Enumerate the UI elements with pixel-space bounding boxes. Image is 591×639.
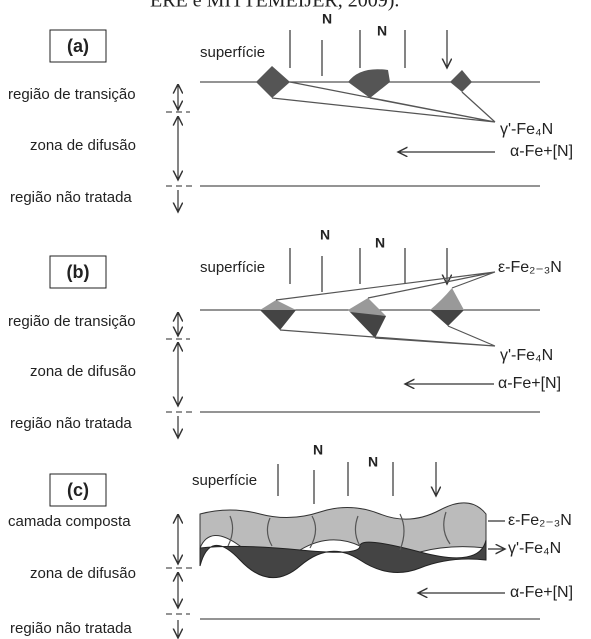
panel-b: (b) superfície N N ε-Fe₂₋₃N γ'-Fe₄N α-Fe… [8,227,562,438]
region-label: região não tratada [10,415,132,432]
boundary [166,111,196,187]
gamma-grains [260,310,464,338]
epsilon-grains [260,288,464,338]
region-label: zona de difusão [30,363,136,380]
arrow [488,520,505,549]
phase-label: α-Fe+[N] [510,143,573,160]
citation: ERE e MITTEMEIJER, 2009). [150,0,399,12]
phase-label: γ'-Fe₄N [508,540,561,557]
region-label: zona de difusão [30,565,136,582]
phase-label: γ'-Fe₄N [500,121,553,138]
region-label: região de transição [8,313,136,330]
nitrogen-arrows [289,248,447,292]
label-box [49,473,107,507]
phase-label: α-Fe+[N] [498,375,561,392]
phase-label: ε-Fe₂₋₃N [498,259,562,276]
panel-label: (c) [67,480,89,500]
surface-label: superfície [192,472,257,489]
nitride-grains [256,66,472,98]
grain-boundaries [227,511,451,551]
region-label: camada composta [8,513,131,530]
nitrogen-arrows [277,462,436,504]
region-label: zona de difusão [30,137,136,154]
surface-label: superfície [200,259,265,276]
n-label: N [377,23,387,39]
label-box [49,255,107,289]
region-label: região de transição [8,86,136,103]
n-label: N [320,227,330,243]
gamma-layer [199,539,487,579]
phase-label: ε-Fe₂₋₃N [508,512,572,529]
region-label: região não tratada [10,189,132,206]
panel-a: (a) superfície N N γ'-Fe₄N α-Fe+[N] regi… [8,11,573,212]
boundary [166,338,196,413]
boundary [166,567,196,615]
panel-label: (a) [67,36,89,56]
leader-lines [271,81,496,123]
leader-lines [275,271,496,347]
label-box [49,29,107,63]
panel-c: (c) superfície N N ε-Fe₂₋₃N γ'-Fe₄N α-Fe… [8,442,573,638]
panel-label: (b) [67,262,90,282]
nitrogen-arrows [289,30,447,76]
region-label: região não tratada [10,620,132,637]
phase-label: γ'-Fe₄N [500,347,553,364]
n-label: N [368,454,378,470]
phase-label: α-Fe+[N] [510,584,573,601]
n-label: N [375,235,385,251]
surface-label: superfície [200,44,265,61]
n-label: N [322,11,332,27]
n-label: N [313,442,323,458]
